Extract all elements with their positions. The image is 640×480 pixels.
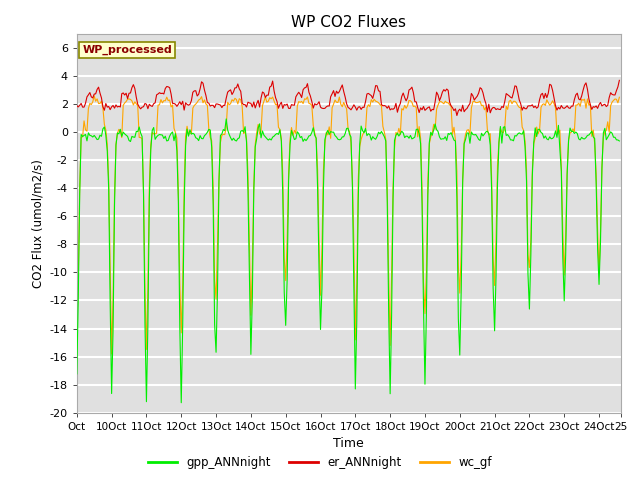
gpp_ANNnight — [73, 371, 81, 377]
Legend: gpp_ANNnight, er_ANNnight, wc_gf: gpp_ANNnight, er_ANNnight, wc_gf — [143, 452, 497, 474]
gpp_ANNnight — [177, 400, 185, 406]
gpp_ANNnight — [401, 135, 408, 141]
gpp_ANNnight — [347, 134, 355, 140]
wc_gf — [596, 229, 604, 235]
gpp_ANNnight — [262, 134, 269, 140]
X-axis label: Time: Time — [333, 437, 364, 450]
wc_gf — [90, 93, 98, 99]
gpp_ANNnight — [616, 138, 623, 144]
wc_gf — [262, 94, 269, 100]
wc_gf — [347, 140, 355, 145]
wc_gf — [401, 103, 408, 108]
wc_gf — [209, 184, 217, 190]
er_ANNnight — [207, 103, 214, 109]
Line: er_ANNnight: er_ANNnight — [77, 80, 620, 116]
er_ANNnight — [344, 105, 352, 110]
Y-axis label: CO2 Flux (umol/m2/s): CO2 Flux (umol/m2/s) — [31, 159, 44, 288]
gpp_ANNnight — [208, 144, 216, 150]
gpp_ANNnight — [222, 116, 230, 122]
Title: WP CO2 Fluxes: WP CO2 Fluxes — [291, 15, 406, 30]
wc_gf — [73, 330, 81, 336]
er_ANNnight — [73, 103, 81, 108]
gpp_ANNnight — [250, 189, 258, 195]
gpp_ANNnight — [596, 239, 604, 244]
er_ANNnight — [398, 94, 406, 99]
Text: WP_processed: WP_processed — [82, 45, 172, 55]
Line: gpp_ANNnight: gpp_ANNnight — [77, 119, 620, 403]
Line: wc_gf: wc_gf — [77, 96, 620, 354]
er_ANNnight — [616, 77, 623, 83]
wc_gf — [108, 351, 115, 357]
wc_gf — [616, 95, 623, 100]
er_ANNnight — [595, 102, 603, 108]
er_ANNnight — [259, 89, 266, 95]
er_ANNnight — [453, 113, 461, 119]
wc_gf — [250, 183, 258, 189]
er_ANNnight — [247, 100, 255, 106]
